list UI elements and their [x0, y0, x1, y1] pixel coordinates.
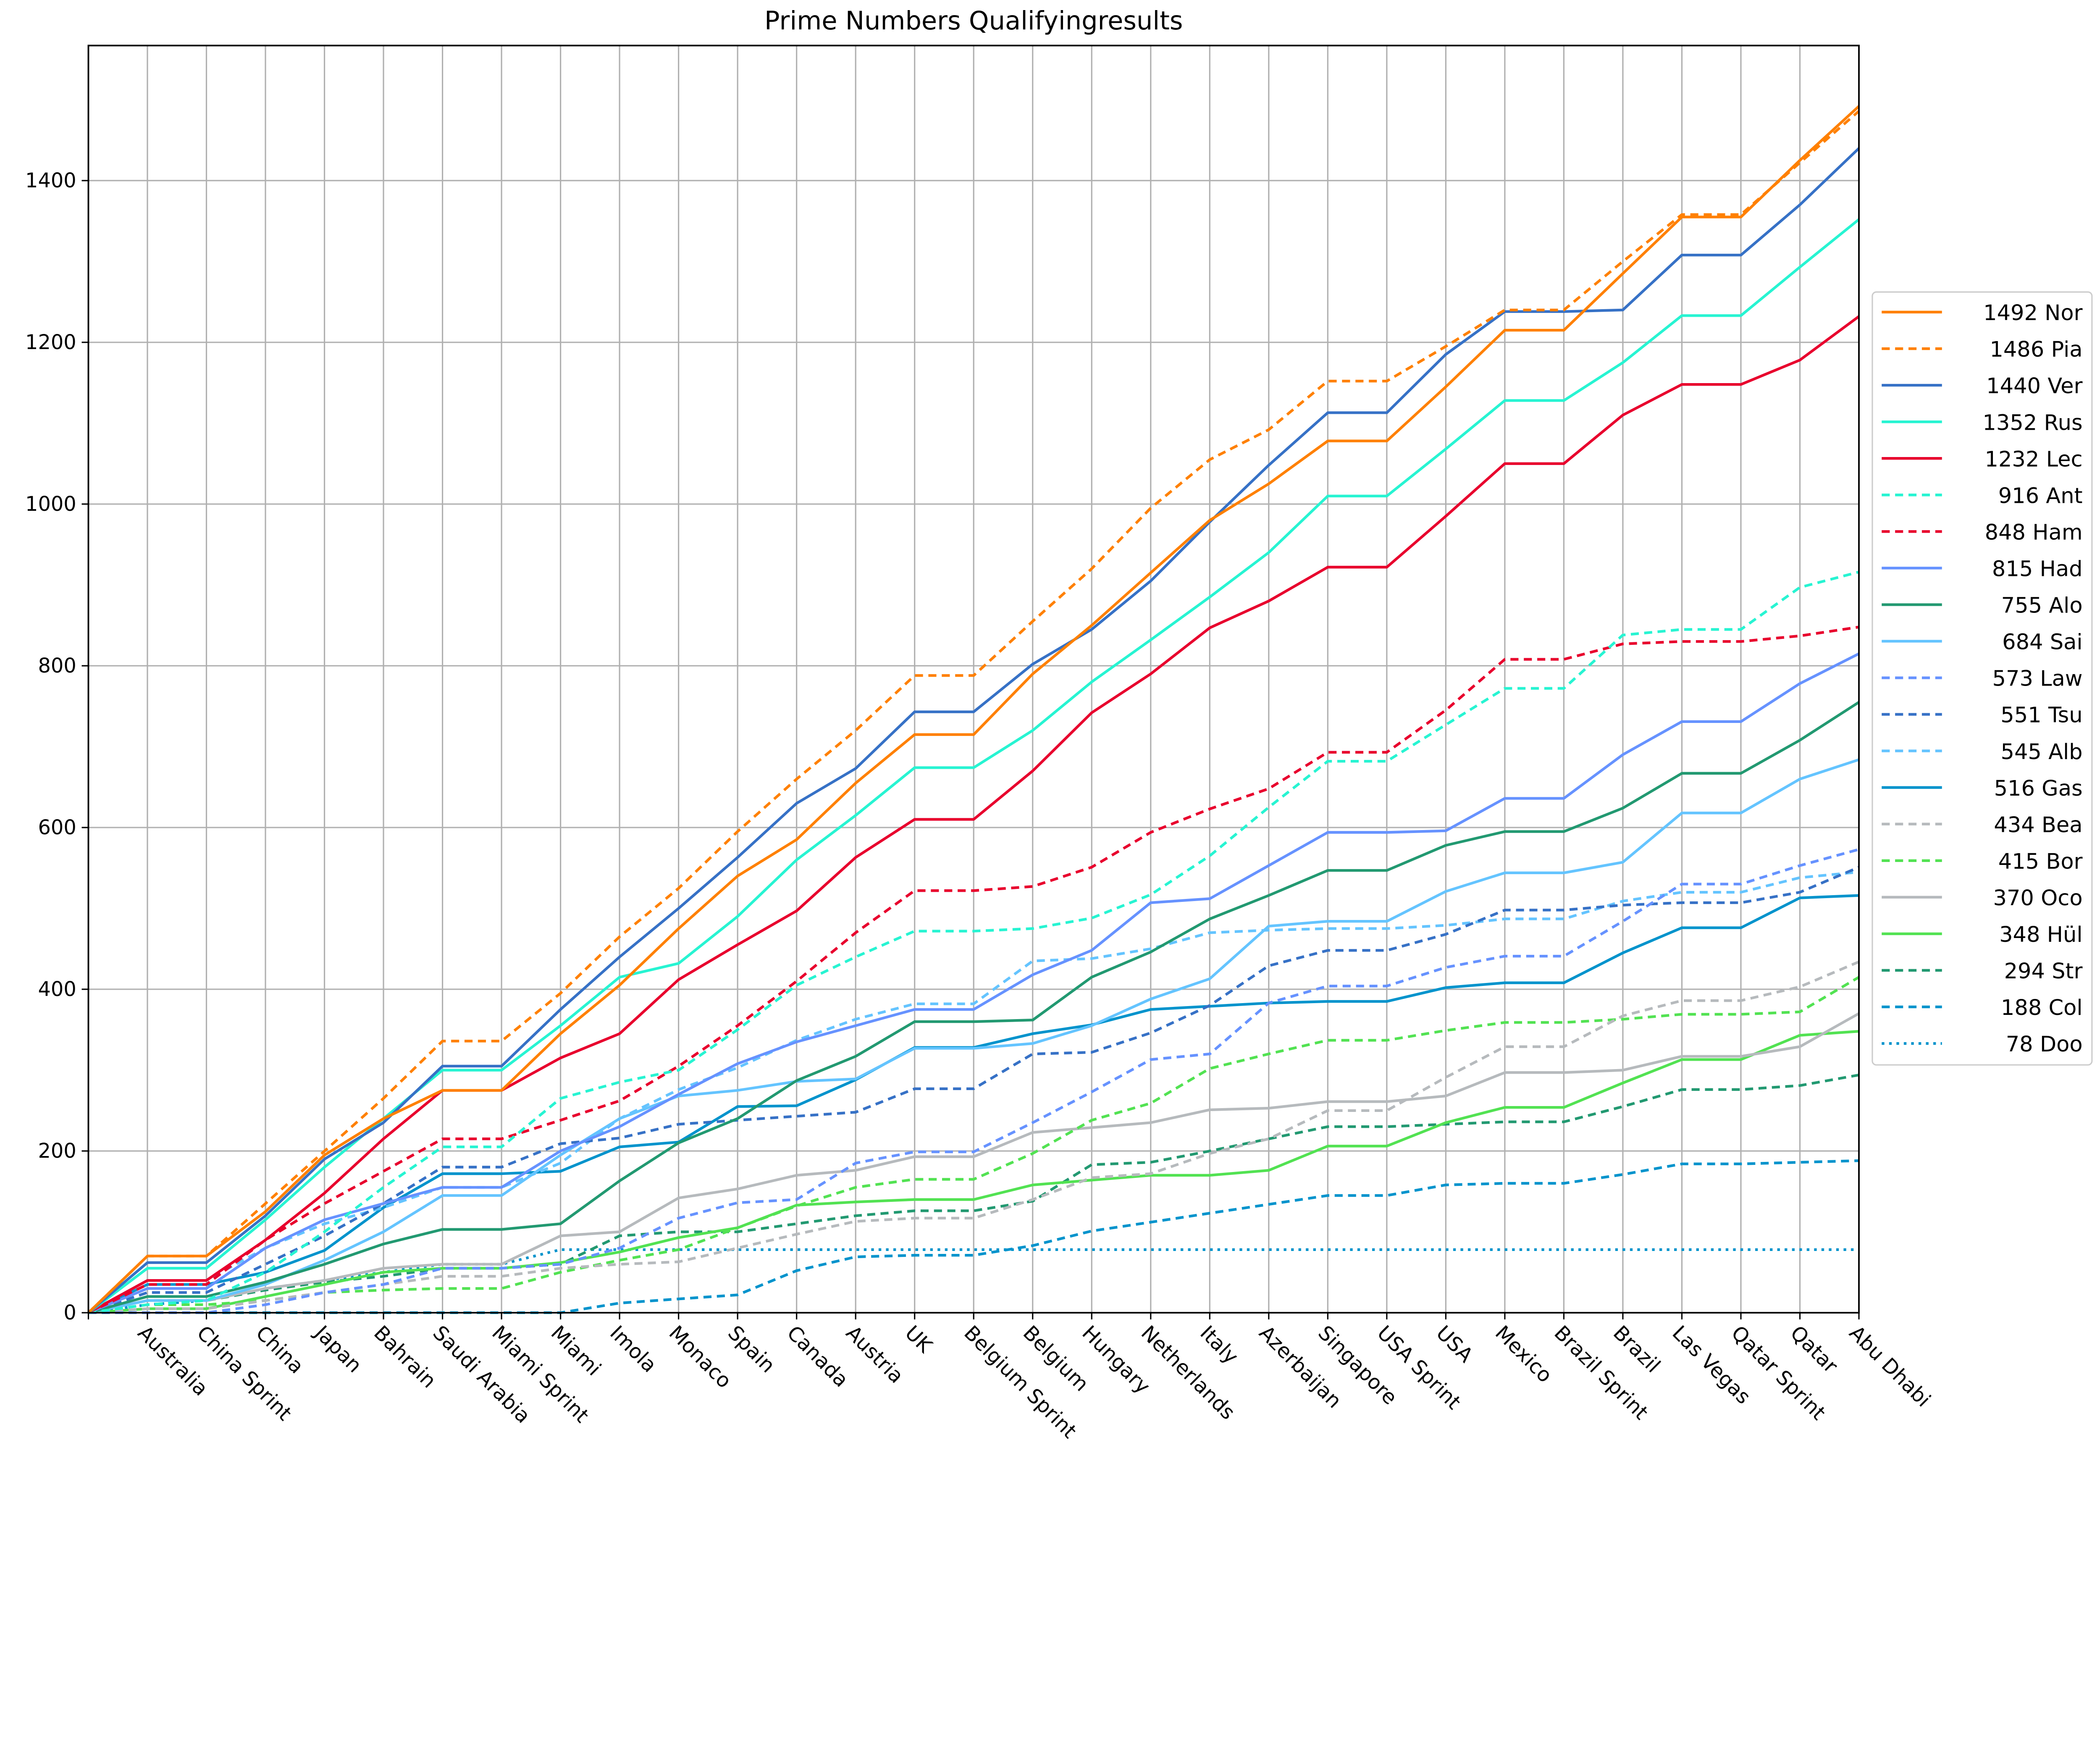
y-tick-label: 400 — [38, 978, 76, 1001]
legend-label: 545 Alb — [2000, 740, 2082, 765]
series-line-hül — [88, 1030, 1859, 1314]
y-tick-label: 1200 — [25, 331, 76, 354]
legend-entry: 516 Gas — [1882, 776, 2083, 801]
legend-label: 848 Ham — [1985, 520, 2083, 545]
y-tick-label: 0 — [63, 1301, 76, 1324]
y-axis: 0 200 400 600 800 1000 1200 1400 — [25, 169, 89, 1324]
legend-entry: 755 Alo — [1882, 594, 2083, 618]
y-tick-label: 800 — [38, 654, 76, 678]
legend-entry: 545 Alb — [1882, 740, 2083, 765]
legend-entry: 1492 Nor — [1882, 301, 2083, 326]
series-line-bor — [88, 976, 1860, 1314]
legend-label: 815 Had — [1992, 557, 2083, 581]
legend-entry: 1440 Ver — [1882, 374, 2083, 399]
legend-entry: 434 Bea — [1882, 813, 2083, 838]
legend-label: 434 Bea — [1994, 813, 2082, 838]
grid-lines — [87, 45, 1860, 1314]
series-line-alo — [88, 701, 1860, 1314]
series-line-tsu — [88, 866, 1860, 1314]
series-line-ver — [87, 147, 1860, 1314]
y-tick-label: 200 — [38, 1140, 76, 1163]
legend-entry: 1486 Pia — [1882, 337, 2083, 362]
legend-label: 573 Law — [1992, 667, 2083, 691]
series-line-alb — [87, 870, 1859, 1314]
legend-entry: 815 Had — [1882, 557, 2083, 581]
legend-entry: 188 Col — [1882, 996, 2083, 1020]
legend: 1492 Nor 1486 Pia 1440 Ver 1352 Rus 1232 Lec… — [1872, 291, 2093, 1066]
legend-label: 294 Str — [2004, 959, 2083, 984]
line-chart: Prime Numbers Qualifyingresults Australi… — [25, 6, 2093, 1443]
legend-label: 1486 Pia — [1990, 337, 2082, 362]
y-tick-label: 600 — [38, 816, 76, 839]
series-line-str — [88, 1073, 1859, 1314]
legend-entry: 78 Doo — [1882, 1032, 2083, 1057]
legend-entry: 370 Oco — [1882, 886, 2083, 911]
legend-entry: 551 Tsu — [1882, 703, 2083, 728]
series-line-lec — [87, 315, 1860, 1314]
legend-label: 551 Tsu — [2000, 703, 2082, 728]
series-line-ant — [88, 570, 1859, 1314]
legend-entry: 916 Ant — [1882, 484, 2083, 508]
legend-label: 415 Bor — [1998, 849, 2083, 874]
legend-entry: 415 Bor — [1882, 849, 2083, 874]
legend-entry: 348 Hül — [1882, 922, 2083, 947]
series-line-had — [88, 652, 1860, 1314]
series-line-law — [88, 848, 1859, 1314]
legend-label: 78 Doo — [2006, 1032, 2083, 1057]
legend-label: 1352 Rus — [1982, 410, 2082, 435]
series-line-nor — [87, 105, 1860, 1314]
legend-entry: 573 Law — [1882, 667, 2083, 691]
y-tick-label: 1000 — [25, 493, 76, 516]
legend-label: 370 Oco — [1993, 886, 2083, 911]
legend-label: 1232 Lec — [1985, 447, 2083, 472]
legend-label: 1440 Ver — [1986, 374, 2082, 399]
series-lines — [87, 105, 1860, 1314]
legend-entry: 684 Sai — [1882, 630, 2083, 655]
series-line-sai — [88, 758, 1860, 1314]
y-tick-label: 1400 — [25, 169, 76, 192]
legend-label: 516 Gas — [1994, 776, 2083, 801]
series-line-oco — [88, 1012, 1860, 1314]
legend-label: 755 Alo — [2001, 594, 2083, 618]
series-line-ham — [88, 625, 1859, 1314]
legend-entry: 294 Str — [1882, 959, 2083, 984]
series-line-pia — [87, 110, 1860, 1314]
legend-entry: 848 Ham — [1882, 520, 2083, 545]
legend-entry: 1232 Lec — [1882, 447, 2083, 472]
chart-title: Prime Numbers Qualifyingresults — [764, 6, 1183, 36]
legend-label: 684 Sai — [2002, 630, 2082, 655]
legend-label: 916 Ant — [1998, 484, 2083, 508]
legend-label: 188 Col — [2001, 996, 2083, 1020]
legend-label: 1492 Nor — [1983, 301, 2082, 326]
series-line-doo — [88, 1248, 1859, 1314]
legend-label: 348 Hül — [1999, 922, 2082, 947]
legend-box — [1872, 291, 2093, 1066]
legend-entry: 1352 Rus — [1882, 410, 2083, 435]
